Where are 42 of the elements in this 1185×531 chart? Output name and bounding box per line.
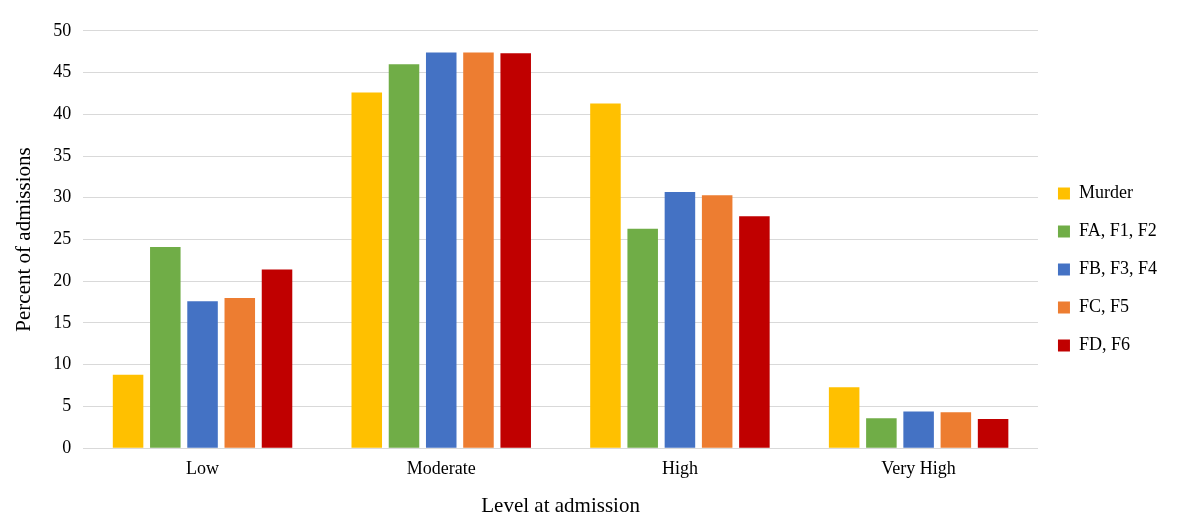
bar bbox=[425, 52, 457, 448]
bar bbox=[388, 64, 420, 448]
bar bbox=[261, 269, 293, 448]
bar bbox=[828, 387, 860, 448]
y-tick-label: 0 bbox=[62, 436, 72, 457]
bar bbox=[903, 411, 934, 448]
x-tick-label: Very High bbox=[881, 457, 956, 478]
y-axis-title: Percent of admissions bbox=[11, 147, 36, 332]
legend-label: FD, F6 bbox=[1078, 334, 1130, 355]
y-tick-label: 20 bbox=[53, 269, 72, 290]
bar bbox=[940, 412, 972, 448]
y-tick-label: 5 bbox=[62, 395, 72, 416]
x-tick-label: Moderate bbox=[406, 457, 476, 478]
y-tick-label: 50 bbox=[53, 19, 72, 40]
y-tick-label: 15 bbox=[53, 311, 72, 332]
bar bbox=[351, 92, 383, 448]
bar bbox=[224, 297, 256, 448]
bar bbox=[627, 228, 658, 448]
bar bbox=[150, 247, 181, 448]
legend-label: FB, F3, F4 bbox=[1078, 258, 1158, 279]
bar bbox=[664, 191, 696, 448]
bar bbox=[866, 418, 897, 448]
y-tick-label: 25 bbox=[53, 228, 72, 249]
bar bbox=[112, 374, 144, 448]
bar bbox=[463, 52, 494, 448]
legend-label: FA, F1, F2 bbox=[1078, 220, 1157, 241]
bar bbox=[500, 53, 531, 448]
x-tick-label: High bbox=[661, 457, 698, 478]
legend-label: FC, F5 bbox=[1078, 296, 1129, 317]
x-axis-title: Level at admission bbox=[481, 492, 641, 517]
bar bbox=[739, 216, 770, 448]
bar bbox=[590, 103, 621, 448]
y-tick-label: 30 bbox=[53, 186, 72, 207]
y-tick-label: 10 bbox=[53, 353, 72, 374]
x-tick-label: Low bbox=[186, 457, 220, 478]
bar bbox=[701, 195, 733, 448]
bar bbox=[187, 301, 218, 448]
y-tick-label: 35 bbox=[53, 144, 72, 165]
bar bbox=[977, 418, 1009, 448]
legend-label: Murder bbox=[1078, 182, 1133, 203]
y-tick-label: 45 bbox=[53, 61, 72, 82]
y-tick-label: 40 bbox=[53, 103, 72, 124]
